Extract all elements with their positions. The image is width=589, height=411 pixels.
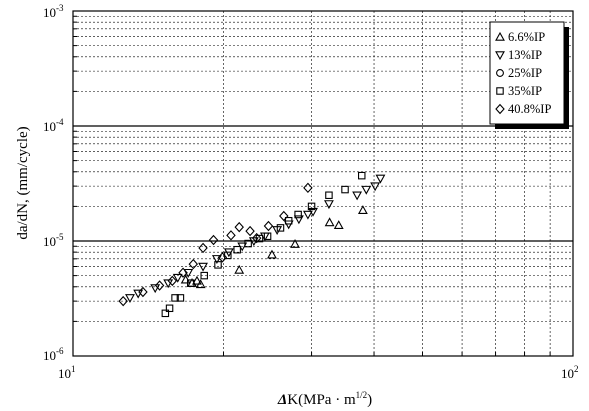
data-point-diamond (251, 232, 262, 244)
svg-text:101: 101 (58, 364, 76, 381)
data-point-diamond (198, 242, 208, 254)
data-point-diamond (154, 280, 165, 291)
legend-diamond-icon (495, 103, 505, 115)
data-point-diamond (217, 252, 228, 263)
data-point-square (276, 224, 285, 232)
data-points (118, 171, 386, 318)
data-point-square (307, 202, 316, 211)
data-point-square (161, 309, 170, 318)
legend-triangle-down-icon (495, 51, 505, 61)
data-point-square (255, 234, 264, 243)
data-point-triangle-up (290, 238, 300, 248)
legend-label-40-8-ip: 40.8%IP (508, 102, 551, 116)
data-point-triangle-down (283, 220, 294, 230)
legend-label-13-ip: 13%IP (508, 48, 542, 62)
data-point-triangle-up (324, 217, 335, 227)
data-point-diamond (303, 182, 313, 194)
x-tick-label-100: 102 (561, 364, 579, 381)
data-point-triangle-down (324, 200, 334, 210)
svg-text:102: 102 (561, 364, 579, 381)
data-point-diamond (138, 286, 148, 298)
data-point-triangle-down (125, 294, 135, 304)
data-point-diamond (188, 258, 199, 270)
data-point-triangle-up (267, 249, 277, 259)
data-point-triangle-down (172, 273, 183, 283)
y-tick-label-1e-5: 10-5 (43, 232, 64, 249)
plot-frame (72, 10, 574, 357)
data-point-triangle-down (375, 174, 386, 184)
legend-circle-icon (496, 69, 504, 77)
legend: 6.6%IP 13%IP 25%IP 35%IP 40.8%IP (489, 21, 569, 129)
svg-text:10-4: 10-4 (43, 117, 64, 134)
data-point-square (176, 294, 185, 302)
data-point-square (294, 210, 302, 219)
data-point-square (171, 294, 179, 302)
data-point-triangle-down (352, 191, 363, 201)
data-point-square (341, 185, 349, 194)
data-point-triangle-down (308, 207, 318, 217)
legend-triangle-up-icon (495, 31, 505, 41)
svg-text:10-6: 10-6 (43, 346, 64, 363)
data-point-triangle-down (370, 182, 381, 192)
data-point-square (325, 191, 333, 199)
data-point-square (357, 171, 366, 180)
tick-marks (72, 15, 574, 357)
data-point-square (233, 245, 241, 254)
data-point-square (284, 216, 293, 225)
data-point-square (200, 271, 208, 280)
data-point-square (165, 304, 174, 313)
data-point-triangle-up (192, 275, 202, 285)
data-point-triangle-down (293, 215, 304, 225)
legend-label-6-6-ip: 6.6%IP (508, 30, 545, 44)
data-point-diamond (118, 295, 128, 307)
y-tick-label-1e-6: 10-6 (43, 346, 64, 363)
data-point-diamond (178, 267, 188, 278)
data-point-diamond (208, 234, 219, 246)
data-point-diamond (279, 210, 289, 222)
data-point-diamond (234, 221, 244, 233)
data-point-triangle-up (357, 205, 368, 215)
data-point-triangle-down (211, 255, 222, 264)
data-point-triangle-down (150, 284, 161, 294)
data-point-diamond (245, 225, 255, 237)
y-axis-title: da/dN, (mm/cycle) (15, 126, 31, 239)
data-point-triangle-up (333, 220, 344, 230)
y-tick-label-1e-4: 10-4 (43, 117, 64, 134)
data-point-triangle-up (234, 264, 245, 274)
legend-square-icon (496, 87, 504, 95)
svg-text:10-3: 10-3 (43, 3, 64, 20)
data-point-square (214, 261, 222, 269)
data-point-triangle-down (302, 210, 313, 220)
legend-label-35-ip: 35%IP (508, 84, 542, 98)
data-point-square (187, 279, 195, 287)
legend-label-25-ip: 25%IP (508, 66, 542, 80)
data-point-square (244, 239, 252, 248)
data-point-triangle-down (361, 185, 372, 195)
data-point-diamond (226, 230, 236, 241)
data-point-triangle-down (198, 262, 208, 272)
data-point-triangle-up (180, 274, 191, 284)
data-point-diamond (167, 275, 178, 287)
svg-text:10-5: 10-5 (43, 232, 64, 249)
y-tick-label-1e-3: 10-3 (43, 3, 64, 20)
x-axis-title: ΔK(MPa · m1/2) (277, 390, 372, 408)
data-point-triangle-up (195, 279, 206, 289)
data-point-diamond (263, 220, 274, 232)
data-point-square (263, 232, 272, 240)
x-tick-label-10: 101 (58, 364, 76, 381)
